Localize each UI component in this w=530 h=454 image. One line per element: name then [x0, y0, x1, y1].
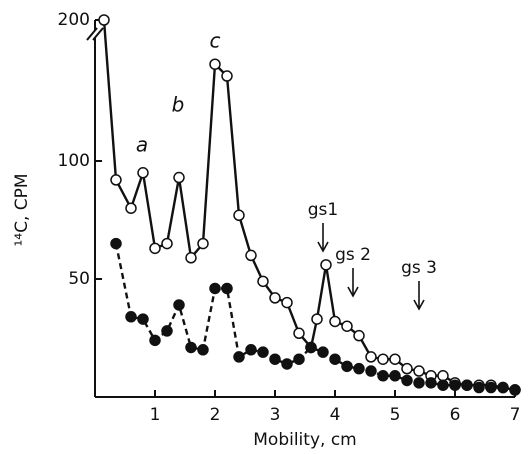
- y-tick-label: 200: [58, 10, 90, 30]
- data-point: [137, 313, 149, 325]
- data-point: [173, 171, 185, 184]
- data-point: [377, 370, 389, 382]
- data-point: [197, 237, 209, 250]
- axis-break-gap: [87, 30, 103, 38]
- data-point: [209, 58, 221, 70]
- data-point: [125, 202, 137, 214]
- data-point: [221, 282, 233, 295]
- data-point: [125, 311, 137, 323]
- data-point: [320, 259, 332, 271]
- data-point: [389, 370, 401, 382]
- data-point: [401, 374, 413, 387]
- data-point: [233, 351, 245, 363]
- data-point: [173, 299, 185, 311]
- data-point: [353, 329, 365, 342]
- data-point: [293, 353, 305, 365]
- data-point: [449, 379, 461, 391]
- x-axis-label: Mobility, cm: [253, 430, 356, 450]
- data-point: [98, 14, 110, 26]
- x-tick-label: 5: [390, 405, 401, 425]
- data-point: [473, 381, 485, 394]
- y-axis-label: ¹⁴C, CPM: [12, 173, 32, 246]
- data-point: [149, 334, 161, 347]
- data-point: [377, 353, 389, 365]
- data-point: [110, 174, 122, 186]
- axis-break: [86, 27, 98, 41]
- data-point: [221, 70, 233, 82]
- data-point: [110, 237, 122, 250]
- y-tick-label: 100: [58, 151, 90, 171]
- data-point: [437, 370, 449, 382]
- data-point: [233, 209, 245, 222]
- data-point: [245, 249, 257, 262]
- data-point: [341, 320, 353, 332]
- data-point: [425, 377, 437, 389]
- marker-label: gs1: [308, 200, 338, 220]
- data-point: [365, 351, 377, 363]
- data-point: [365, 365, 377, 377]
- data-point: [257, 275, 269, 288]
- data-point: [185, 252, 197, 264]
- y-tick-label: 50: [68, 269, 90, 289]
- data-point: [485, 381, 497, 394]
- data-point: [341, 360, 353, 373]
- data-point: [245, 344, 257, 356]
- data-point: [161, 325, 173, 337]
- data-point: [389, 353, 401, 365]
- data-point: [437, 379, 449, 391]
- axis-break: [92, 27, 104, 41]
- data-point: [281, 358, 293, 370]
- data-point: [293, 327, 305, 340]
- x-tick-label: 6: [450, 405, 461, 425]
- marker-arrowhead: [413, 299, 425, 311]
- data-point: [329, 353, 341, 365]
- data-point: [209, 282, 221, 295]
- marker-label: gs 2: [335, 245, 371, 265]
- x-tick-label: 7: [510, 405, 521, 425]
- data-point: [281, 296, 293, 309]
- peak-label: b: [172, 93, 185, 117]
- data-point: [497, 381, 509, 394]
- data-point: [269, 353, 281, 365]
- data-point: [149, 242, 161, 255]
- data-point: [413, 365, 425, 377]
- data-point: [185, 341, 197, 354]
- data-point: [401, 362, 413, 375]
- data-point: [257, 346, 269, 358]
- marker-label: gs 3: [401, 258, 437, 278]
- data-point: [353, 362, 365, 375]
- data-point: [413, 377, 425, 389]
- marker-arrowhead: [347, 286, 359, 298]
- x-tick-label: 3: [270, 405, 281, 425]
- data-point: [269, 292, 281, 304]
- data-point: [509, 384, 521, 396]
- data-point: [461, 379, 473, 391]
- data-point: [137, 167, 149, 179]
- marker-arrowhead: [317, 241, 329, 253]
- x-tick-label: 4: [330, 405, 341, 425]
- data-point: [305, 341, 317, 354]
- x-tick-label: 2: [210, 405, 221, 425]
- peak-label: c: [210, 29, 221, 53]
- data-point: [311, 313, 323, 325]
- peak-label: a: [136, 133, 148, 157]
- data-point: [329, 315, 341, 328]
- series-line: [114, 243, 516, 392]
- data-point: [317, 346, 329, 358]
- data-point: [161, 237, 173, 250]
- data-point: [197, 344, 209, 356]
- x-tick-label: 1: [150, 405, 161, 425]
